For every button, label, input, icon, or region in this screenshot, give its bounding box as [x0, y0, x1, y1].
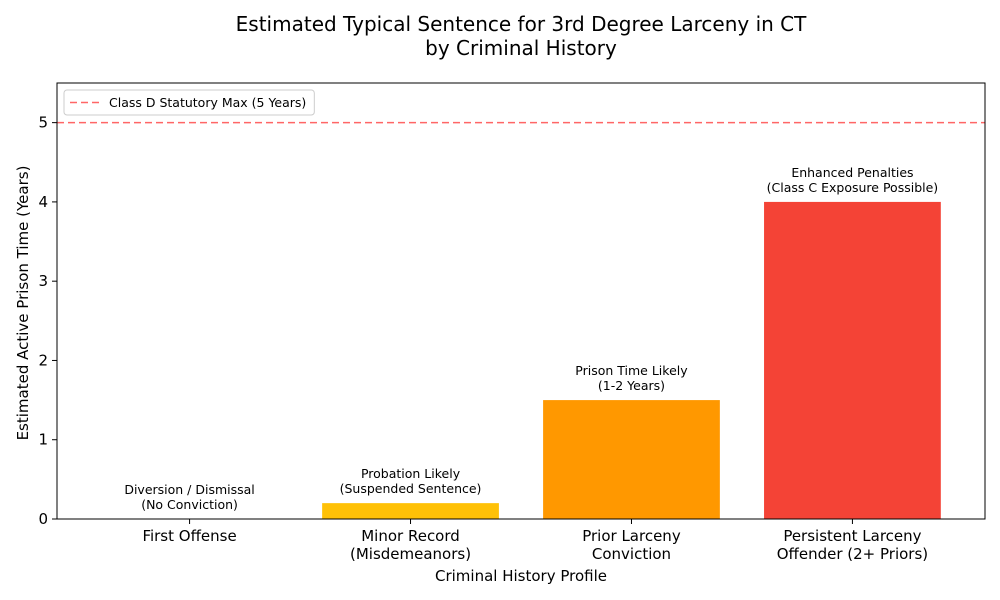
- bar-2: [543, 400, 720, 519]
- chart-title-text-line: by Criminal History: [425, 36, 617, 60]
- bar-label-0-line: Diversion / Dismissal: [124, 482, 254, 497]
- y-tick-label-3: 3: [38, 272, 48, 290]
- chart-title-text-line: Estimated Typical Sentence for 3rd Degre…: [236, 12, 807, 36]
- axes: [56, 82, 986, 520]
- y-tick-label-5: 5: [38, 114, 48, 132]
- bar-label-3: Enhanced Penalties (Class C Exposure Poss…: [767, 165, 939, 195]
- y-tick-label-0: 0: [38, 510, 48, 528]
- y-tick-label-4: 4: [38, 193, 48, 211]
- bar-3: [764, 201, 941, 519]
- bar-label-2-line: (1-2 Years): [598, 378, 665, 393]
- legend-label: Class D Statutory Max (5 Years): [109, 95, 306, 110]
- bar-label-0: Diversion / Dismissal (No Conviction): [124, 482, 254, 512]
- y-tick-label-1: 1: [38, 431, 48, 449]
- y-axis-label: Estimated Active Prison Time (Years): [14, 166, 32, 441]
- plot-frame: [56, 82, 986, 520]
- x-tick-label-1-line: Minor Record: [361, 527, 460, 545]
- x-tick-label-3-line: Persistent Larceny: [783, 527, 921, 545]
- x-tick-label-2: Prior Larceny Conviction: [582, 527, 681, 563]
- y-tick-label-2: 2: [38, 351, 48, 369]
- bar-labels: Diversion / Dismissal (No Conviction) Prob…: [124, 165, 938, 512]
- legend: Class D Statutory Max (5 Years): [63, 89, 315, 116]
- bar-1: [322, 503, 499, 519]
- bar-label-2-line: Prison Time Likely: [575, 363, 688, 378]
- legend-box: [63, 89, 315, 116]
- bars: [322, 201, 941, 519]
- bar-label-2: Prison Time Likely (1-2 Years): [575, 363, 688, 393]
- x-tick-label-1-line: (Misdemeanors): [350, 545, 471, 563]
- bar-label-1: Probation Likely (Suspended Sentence): [340, 466, 482, 496]
- chart-title: Estimated Typical Sentence for 3rd Degre…: [236, 12, 807, 60]
- bar-label-3-line: (Class C Exposure Possible): [767, 180, 939, 195]
- x-tick-label-2-line: Prior Larceny: [582, 527, 681, 545]
- bar-label-1-line: (Suspended Sentence): [340, 481, 482, 496]
- x-tick-label-1: Minor Record (Misdemeanors): [350, 527, 471, 563]
- x-tick-label-0-line: First Offense: [142, 527, 236, 545]
- bar-label-0-line: (No Conviction): [141, 497, 238, 512]
- x-tick-label-0: First Offense: [142, 527, 236, 545]
- x-tick-label-3-line: Offender (2+ Priors): [777, 545, 928, 563]
- x-tick-label-3: Persistent Larceny Offender (2+ Priors): [777, 527, 928, 563]
- x-ticks: First Offense Minor Record (Misdemeanors) P…: [142, 519, 928, 563]
- chart-title-text: Estimated Typical Sentence for 3rd Degre…: [236, 12, 807, 60]
- x-tick-label-2-line: Conviction: [592, 545, 671, 563]
- x-axis-label: Criminal History Profile: [435, 567, 607, 585]
- bar-label-1-line: Probation Likely: [361, 466, 461, 481]
- y-ticks: 0 1 2 3 4 5: [38, 114, 57, 528]
- bar-label-3-line: Enhanced Penalties: [791, 165, 913, 180]
